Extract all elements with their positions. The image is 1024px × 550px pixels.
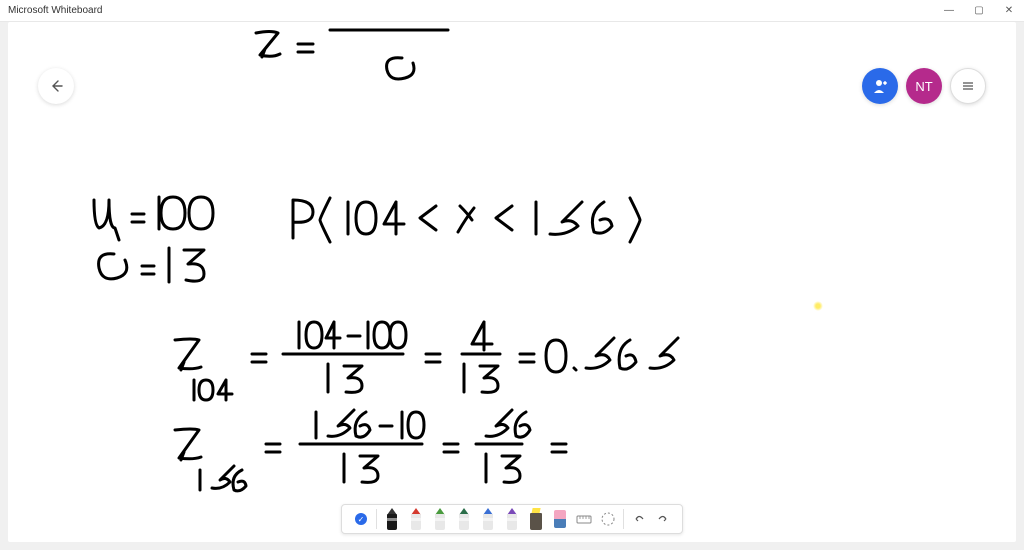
blue-pen-tool[interactable] bbox=[479, 507, 497, 531]
whiteboard-app: NT ✓ bbox=[8, 22, 1016, 542]
title-bar: Microsoft Whiteboard — ▢ ✕ bbox=[0, 0, 1024, 22]
toolbar: ✓ bbox=[341, 504, 683, 534]
lasso-icon bbox=[600, 511, 616, 527]
eraser-tool[interactable] bbox=[551, 507, 569, 531]
app-title: Microsoft Whiteboard bbox=[8, 5, 102, 16]
dark-green-pen-tool[interactable] bbox=[455, 507, 473, 531]
avatar-initials: NT bbox=[915, 79, 932, 94]
back-button[interactable] bbox=[38, 68, 74, 104]
undo-icon bbox=[632, 512, 646, 526]
red-pen-tool[interactable] bbox=[407, 507, 425, 531]
settings-menu-button[interactable] bbox=[950, 68, 986, 104]
lasso-tool[interactable] bbox=[599, 507, 617, 531]
undo-button[interactable] bbox=[630, 507, 648, 531]
back-arrow-icon bbox=[48, 78, 64, 94]
close-button[interactable]: ✕ bbox=[994, 0, 1024, 22]
invite-button[interactable] bbox=[862, 68, 898, 104]
highlighter-tool[interactable] bbox=[527, 507, 545, 531]
maximize-button[interactable]: ▢ bbox=[964, 0, 994, 22]
check-icon: ✓ bbox=[355, 513, 367, 525]
toolbar-divider bbox=[376, 509, 377, 529]
black-pen-tool[interactable] bbox=[383, 507, 401, 531]
redo-icon bbox=[656, 512, 670, 526]
cursor-indicator bbox=[813, 301, 823, 311]
toolbar-divider bbox=[623, 509, 624, 529]
redo-button[interactable] bbox=[654, 507, 672, 531]
ruler-tool[interactable] bbox=[575, 507, 593, 531]
hamburger-icon bbox=[961, 79, 975, 93]
active-tool-indicator: ✓ bbox=[352, 507, 370, 531]
whiteboard-canvas[interactable] bbox=[8, 22, 1016, 542]
ruler-icon bbox=[575, 510, 593, 528]
user-avatar[interactable]: NT bbox=[906, 68, 942, 104]
minimize-button[interactable]: — bbox=[934, 0, 964, 22]
green-pen-tool[interactable] bbox=[431, 507, 449, 531]
purple-pen-tool[interactable] bbox=[503, 507, 521, 531]
person-icon bbox=[871, 77, 889, 95]
handwriting-layer bbox=[8, 22, 1016, 542]
window-controls: — ▢ ✕ bbox=[934, 0, 1024, 22]
